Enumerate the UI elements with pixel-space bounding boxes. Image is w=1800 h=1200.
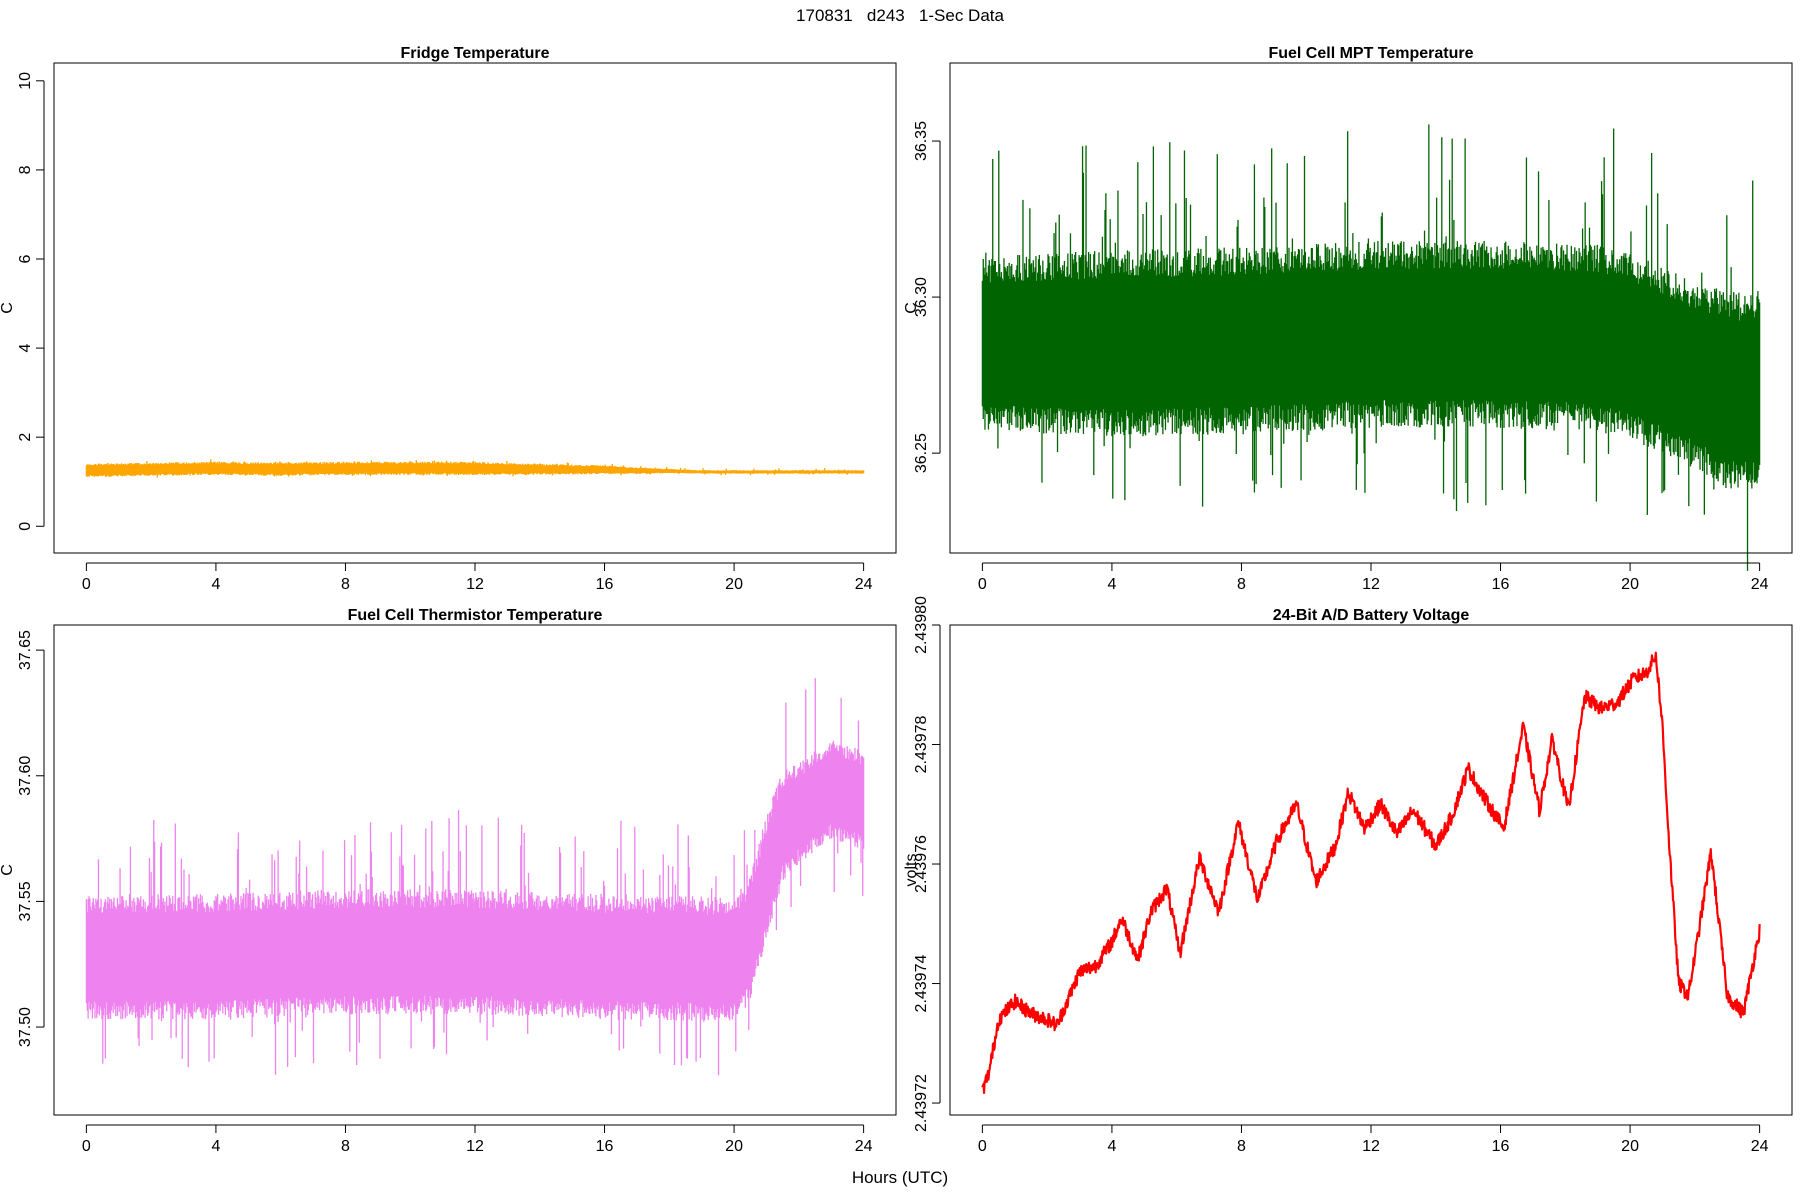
data-series bbox=[85, 678, 865, 1076]
x-tick-label: 4 bbox=[1107, 1138, 1116, 1155]
plot-frame bbox=[53, 624, 897, 1116]
y-tick-label: 37.65 bbox=[17, 630, 34, 670]
plot-frame bbox=[949, 624, 1793, 1116]
x-tick-label: 8 bbox=[341, 1138, 350, 1155]
x-tick-label: 12 bbox=[466, 1138, 484, 1155]
plot-frame bbox=[949, 62, 1793, 554]
x-tick-label: 4 bbox=[211, 1138, 220, 1155]
y-tick-label: 8 bbox=[17, 165, 34, 174]
x-tick-label: 8 bbox=[341, 576, 350, 593]
x-tick-label: 24 bbox=[855, 576, 873, 593]
x-tick-label: 12 bbox=[1362, 576, 1380, 593]
y-tick-label: 37.60 bbox=[17, 756, 34, 796]
x-tick-label: 20 bbox=[1621, 576, 1639, 593]
chart-title: 24-Bit A/D Battery Voltage bbox=[1273, 607, 1470, 624]
x-tick-label: 0 bbox=[82, 1138, 91, 1155]
chart-panel-3: Fuel Cell Thermistor Temperature C 0 4 8 12 16… bbox=[0, 607, 897, 1155]
shared-x-axis-label: Hours (UTC) bbox=[851, 1168, 949, 1187]
chart-panel-4: 24-Bit A/D Battery Voltage volts 0 4 8 12 16 20… bbox=[903, 596, 1793, 1155]
data-series bbox=[981, 124, 1761, 571]
y-axis-label: volts bbox=[903, 854, 920, 887]
y-tick-label: 4 bbox=[17, 344, 34, 353]
y-tick-label: 2.43972 bbox=[913, 1074, 930, 1132]
x-tick-label: 24 bbox=[1751, 576, 1769, 593]
y-tick-label: 10 bbox=[17, 72, 34, 90]
y-tick-label: 36.35 bbox=[913, 121, 930, 161]
x-tick-label: 4 bbox=[1107, 576, 1116, 593]
chart-title: Fuel Cell Thermistor Temperature bbox=[348, 607, 603, 624]
x-tick-label: 8 bbox=[1237, 576, 1246, 593]
chart-panel-2: Fuel Cell MPT Temperature C 0 4 8 12 16 20 24 36.… bbox=[903, 45, 1793, 593]
y-tick-label: 2.43974 bbox=[913, 955, 930, 1013]
x-tick-label: 16 bbox=[596, 1138, 614, 1155]
x-tick-label: 12 bbox=[1362, 1138, 1380, 1155]
x-tick-label: 12 bbox=[466, 576, 484, 593]
figure-title: 170831 d243 1-Sec Data bbox=[796, 6, 1004, 25]
y-axis-label: C bbox=[0, 302, 16, 314]
x-tick-label: 4 bbox=[211, 576, 220, 593]
x-tick-label: 16 bbox=[1492, 1138, 1510, 1155]
x-tick-label: 24 bbox=[1751, 1138, 1769, 1155]
y-tick-label: 37.50 bbox=[17, 1007, 34, 1047]
plot-frame bbox=[53, 62, 897, 554]
x-tick-label: 20 bbox=[1621, 1138, 1639, 1155]
y-axis-label: C bbox=[0, 864, 16, 876]
data-series bbox=[85, 459, 865, 478]
chart-title: Fridge Temperature bbox=[400, 45, 549, 62]
y-tick-label: 2.43978 bbox=[913, 715, 930, 773]
data-series bbox=[981, 651, 1761, 1095]
y-tick-label: 6 bbox=[17, 254, 34, 263]
x-tick-label: 16 bbox=[1492, 576, 1510, 593]
y-tick-label: 0 bbox=[17, 522, 34, 531]
chart-title: Fuel Cell MPT Temperature bbox=[1268, 45, 1473, 62]
y-tick-label: 37.55 bbox=[17, 881, 34, 921]
y-tick-label: 2.43976 bbox=[913, 835, 930, 893]
x-tick-label: 0 bbox=[978, 1138, 987, 1155]
y-axis-label: C bbox=[903, 302, 920, 314]
y-tick-label: 2.43980 bbox=[913, 596, 930, 654]
x-tick-label: 20 bbox=[725, 576, 743, 593]
y-tick-label: 36.30 bbox=[913, 277, 930, 317]
y-tick-label: 2 bbox=[17, 433, 34, 442]
x-tick-label: 0 bbox=[82, 576, 91, 593]
x-tick-label: 0 bbox=[978, 576, 987, 593]
x-tick-label: 24 bbox=[855, 1138, 873, 1155]
x-tick-label: 8 bbox=[1237, 1138, 1246, 1155]
x-tick-label: 20 bbox=[725, 1138, 743, 1155]
x-tick-label: 16 bbox=[596, 576, 614, 593]
y-tick-label: 36.25 bbox=[913, 433, 930, 473]
